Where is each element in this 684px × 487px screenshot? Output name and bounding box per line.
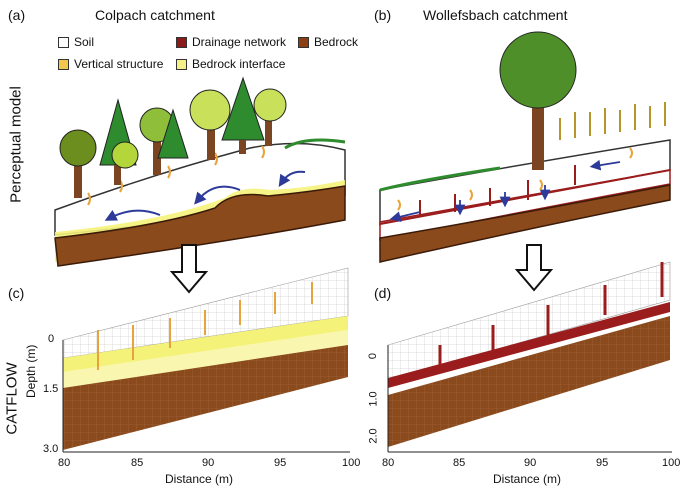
plot-c-xlabel: Distance (m) xyxy=(165,472,234,486)
grass-wollefsbach xyxy=(379,166,501,192)
legend-label-vertical: Vertical structure xyxy=(74,57,164,71)
flow-arrows-wollefsbach xyxy=(389,159,621,222)
panel-title-a: Colpach catchment xyxy=(95,7,215,23)
plot-d-ytick: 2.0 xyxy=(367,428,380,444)
plot-c-xtick: 100 xyxy=(342,457,361,469)
plot-d-xtick: 100 xyxy=(662,457,681,469)
legend-swatch-drainage xyxy=(176,36,187,48)
plot-d-xlabel: Distance (m) xyxy=(493,472,562,486)
plot-d-ytick: 0 xyxy=(367,352,380,360)
plot-c-ytick: 3.0 xyxy=(43,443,59,455)
legend-swatch-interface xyxy=(176,58,187,70)
legend-item-drainage: Drainage network xyxy=(176,35,286,49)
legend-label-soil: Soil xyxy=(74,35,95,49)
drainage-columns-plot-d xyxy=(438,262,664,365)
down-arrow-right xyxy=(514,244,554,292)
vertical-structures-wollefsbach xyxy=(397,147,633,211)
plot-c-ytick: 0 xyxy=(48,333,55,345)
wollefsbach-sketch xyxy=(379,31,671,263)
down-arrow-left xyxy=(169,244,209,294)
trees-colpach xyxy=(59,76,346,198)
vertical-structures-colpach xyxy=(87,145,265,206)
vertical-structures-plot-c xyxy=(97,282,313,370)
legend-item-bedrock: Bedrock xyxy=(298,35,358,49)
plot-c-ylabel: Depth (m) xyxy=(24,344,38,398)
plot-c xyxy=(62,267,350,453)
plot-d-xtick: 95 xyxy=(596,457,609,469)
legend-label-drainage: Drainage network xyxy=(192,35,287,49)
plot-c-xtick: 95 xyxy=(274,457,287,469)
flow-arrows-colpach xyxy=(104,170,306,221)
legend-label-interface: Bedrock interface xyxy=(192,57,286,71)
legend-swatch-bedrock xyxy=(298,36,309,48)
plot-d-xtick: 90 xyxy=(524,457,537,469)
legend-item-vertical: Vertical structure xyxy=(58,57,163,71)
plot-c-ytick: 1.5 xyxy=(43,383,59,395)
plot-d-xtick: 85 xyxy=(453,457,466,469)
legend-swatch-soil xyxy=(58,36,69,48)
legend-swatch-vertical xyxy=(58,58,69,70)
colpach-sketch xyxy=(54,76,346,267)
panel-title-b: Wollefsbach catchment xyxy=(423,7,568,23)
plot-c-xtick: 85 xyxy=(131,457,144,469)
legend-label-bedrock: Bedrock xyxy=(314,35,359,49)
plot-d-xtick: 80 xyxy=(382,457,395,469)
plot-c-xtick: 80 xyxy=(58,457,71,469)
tree-wollefsbach xyxy=(499,31,577,170)
legend-item-soil: Soil xyxy=(58,35,94,49)
plot-d-ytick: 1.0 xyxy=(367,391,380,407)
legend-item-interface: Bedrock interface xyxy=(176,57,285,71)
panel-label-c: (c) xyxy=(8,285,25,301)
panel-label-a: (a) xyxy=(8,7,26,23)
plot-d xyxy=(387,261,672,453)
plot-c-xtick: 90 xyxy=(202,457,215,469)
panel-label-d: (d) xyxy=(374,285,392,301)
crops-wollefsbach xyxy=(559,102,666,140)
panel-label-b: (b) xyxy=(374,7,392,23)
